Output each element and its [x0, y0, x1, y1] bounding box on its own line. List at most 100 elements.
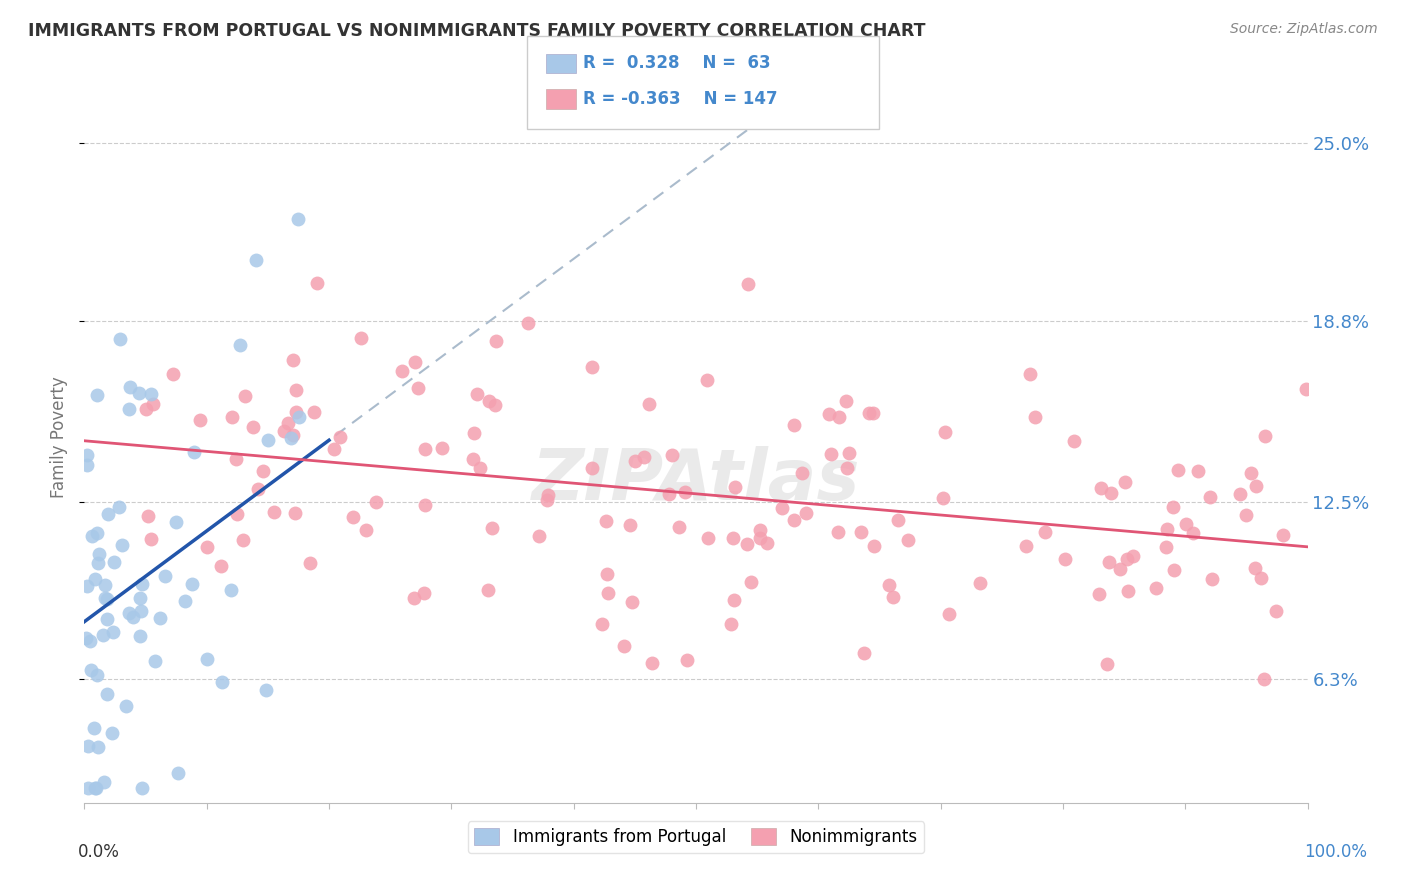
Point	[591, 617, 613, 632]
Point	[783, 418, 806, 433]
Point	[1264, 604, 1286, 618]
Text: R = -0.363    N = 147: R = -0.363 N = 147	[583, 90, 778, 108]
Point	[468, 461, 491, 475]
Point	[96, 591, 118, 606]
Point	[254, 682, 277, 697]
Point	[1097, 555, 1119, 569]
Point	[287, 212, 309, 227]
Point	[245, 252, 267, 267]
Point	[897, 533, 920, 548]
Point	[1199, 491, 1222, 505]
Point	[1099, 486, 1122, 500]
Point	[827, 525, 849, 540]
Point	[77, 739, 100, 753]
Point	[284, 506, 307, 520]
Point	[197, 540, 219, 554]
Point	[188, 413, 211, 427]
Point	[139, 387, 162, 401]
Point	[408, 381, 430, 395]
Point	[463, 426, 485, 441]
Point	[835, 461, 858, 475]
Point	[162, 367, 184, 381]
Point	[834, 394, 856, 409]
Point	[1161, 500, 1184, 515]
Point	[108, 332, 131, 346]
Point	[735, 537, 758, 551]
Point	[1154, 540, 1177, 554]
Point	[723, 531, 745, 545]
Point	[183, 444, 205, 458]
Point	[128, 385, 150, 400]
Point	[595, 566, 617, 581]
Point	[76, 458, 98, 472]
Point	[820, 447, 842, 461]
Point	[581, 461, 603, 475]
Point	[280, 431, 302, 445]
Point	[138, 508, 160, 523]
Point	[1163, 563, 1185, 577]
Point	[118, 380, 141, 394]
Point	[83, 721, 105, 735]
Point	[1109, 562, 1132, 576]
Point	[110, 538, 132, 552]
Point	[103, 555, 125, 569]
Point	[877, 578, 900, 592]
Point	[96, 612, 118, 626]
Point	[969, 575, 991, 590]
Point	[257, 434, 280, 448]
Point	[195, 651, 218, 665]
Point	[350, 330, 373, 344]
Point	[484, 398, 506, 412]
Point	[329, 430, 352, 444]
Point	[131, 781, 153, 796]
Point	[121, 610, 143, 624]
Point	[221, 410, 243, 425]
Point	[115, 699, 138, 714]
Point	[1240, 466, 1263, 480]
Point	[273, 424, 295, 438]
Point	[322, 442, 344, 456]
Text: 0.0%: 0.0%	[77, 843, 120, 861]
Point	[696, 531, 718, 545]
Point	[838, 446, 860, 460]
Point	[284, 383, 307, 397]
Point	[740, 575, 762, 590]
Point	[934, 425, 956, 439]
Point	[1024, 410, 1046, 425]
Point	[101, 726, 124, 740]
Point	[108, 500, 131, 514]
Point	[673, 484, 696, 499]
Point	[86, 557, 108, 571]
Point	[82, 528, 104, 542]
Point	[77, 781, 100, 796]
Point	[818, 408, 841, 422]
Point	[723, 593, 745, 607]
Point	[242, 420, 264, 434]
Point	[285, 405, 308, 419]
Point	[1295, 382, 1317, 396]
Point	[1243, 561, 1265, 575]
Point	[749, 531, 772, 545]
Point	[76, 579, 98, 593]
Point	[94, 591, 117, 605]
Point	[413, 442, 436, 457]
Text: R =  0.328    N =  63: R = 0.328 N = 63	[583, 54, 770, 72]
Point	[79, 633, 101, 648]
Point	[1250, 571, 1272, 585]
Point	[181, 577, 204, 591]
Point	[141, 532, 163, 546]
Point	[1254, 429, 1277, 443]
Point	[596, 586, 619, 600]
Text: Source: ZipAtlas.com: Source: ZipAtlas.com	[1230, 22, 1378, 37]
Point	[94, 577, 117, 591]
Point	[167, 766, 190, 780]
Point	[696, 373, 718, 387]
Point	[1167, 463, 1189, 477]
Point	[1015, 540, 1038, 554]
Point	[887, 513, 910, 527]
Point	[97, 508, 120, 522]
Point	[356, 523, 378, 537]
Point	[252, 464, 274, 478]
Point	[281, 352, 304, 367]
Point	[263, 505, 285, 519]
